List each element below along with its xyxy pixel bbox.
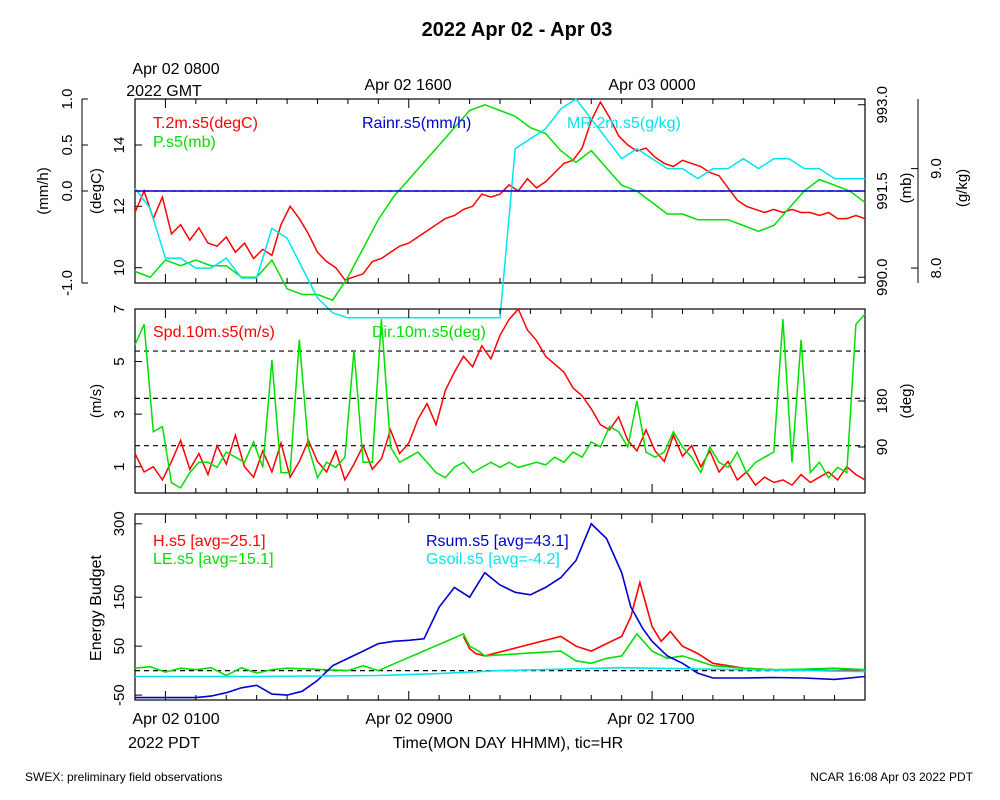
met-series-line-0 [134, 100, 866, 281]
bottom-axis-label-0: Apr 02 0100 [132, 711, 219, 728]
spd-tick-label-1: 3 [111, 410, 128, 418]
wind-legend-1: Dir.10m.s5(deg) [372, 324, 486, 341]
spd-tick-label-0: 1 [111, 463, 128, 471]
energy-tick-label-1: 50 [111, 638, 128, 655]
energy-tick-label-0: -50 [111, 684, 128, 706]
energy-tick-label-2: 150 [111, 585, 128, 610]
dir-axis-label: (deg) [898, 383, 915, 418]
spd-axis-label: (m/s) [88, 384, 105, 418]
met-legend-2: MR.2m.s5(g/kg) [567, 115, 681, 132]
rain-tick-label-1: 0.0 [59, 181, 76, 202]
met-legend-3: Rainr.s5(mm/h) [362, 115, 471, 132]
spd-tick-label-2: 5 [111, 357, 128, 365]
rain-axis-label: (mm/h) [35, 167, 52, 215]
energy-tick-label-3: 300 [111, 511, 128, 536]
met-legend-0: T.2m.s5(degC) [153, 115, 258, 132]
temp-tick-label-1: 12 [111, 198, 128, 215]
mr-axis-label: (g/kg) [954, 169, 971, 207]
dir-tick-label-0: 90 [874, 439, 891, 456]
spd-tick-label-3: 7 [111, 305, 128, 313]
mr-tick-label-1: 9.0 [928, 158, 945, 179]
pres-tick-label-2: 993.0 [874, 86, 891, 124]
wind-legend-0: Spd.10m.s5(m/s) [153, 324, 275, 341]
bottom-axis-label-1: Apr 02 0900 [365, 711, 452, 728]
top-axis-label-1: Apr 02 1600 [364, 77, 451, 94]
energy-series-line-3 [135, 666, 866, 678]
energy-series-line-1 [134, 632, 866, 677]
footer-right: NCAR 16:08 Apr 03 2022 PDT [810, 770, 973, 784]
footer-left: SWEX: preliminary field observations [25, 770, 222, 784]
energy-legend-1: LE.s5 [avg=15.1] [153, 551, 274, 568]
rain-tick-label-0: -1.0 [59, 270, 76, 296]
energy-legend-2: Rsum.s5 [avg=43.1] [426, 533, 569, 550]
chart-title: 2022 Apr 02 - Apr 03 [422, 19, 613, 41]
pres-axis-label: (mb) [898, 173, 915, 204]
met-legend-1: P.s5(mb) [153, 134, 216, 151]
top-axis-label-2: Apr 03 0000 [608, 77, 695, 94]
top-axis-sub: 2022 GMT [126, 83, 202, 100]
bottom-axis-label-2: Apr 02 1700 [607, 711, 694, 728]
temp-tick-label-0: 10 [111, 259, 128, 276]
wind-series-line-0 [134, 307, 866, 487]
energy-legend-3: Gsoil.s5 [avg=-4.2] [426, 551, 560, 568]
energy-axis-label: Energy Budget [88, 555, 105, 661]
temp-axis-label: (degC) [88, 168, 105, 214]
rain-tick-label-3: 1.0 [59, 89, 76, 110]
wind-series-line-1 [134, 313, 866, 489]
met-series-line-2 [134, 97, 865, 319]
pres-tick-label-0: 990.0 [874, 258, 891, 296]
mr-tick-label-0: 8.0 [928, 258, 945, 279]
x-axis-title: Time(MON DAY HHMM), tic=HR [393, 735, 623, 752]
temp-tick-label-2: 14 [111, 137, 128, 154]
dir-tick-label-1: 180 [874, 388, 891, 413]
bottom-axis-sub: 2022 PDT [128, 735, 200, 752]
met-series-line-1 [134, 103, 866, 302]
top-axis-label-0: Apr 02 0800 [132, 61, 219, 78]
pres-tick-label-1: 991.5 [874, 172, 891, 210]
energy-legend-0: H.s5 [avg=25.1] [153, 533, 266, 550]
rain-tick-label-2: 0.5 [59, 135, 76, 156]
